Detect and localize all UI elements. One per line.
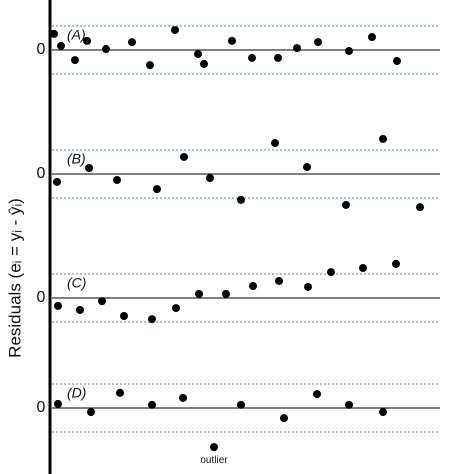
point [148, 315, 156, 324]
y-tick-label: 0 [37, 165, 46, 182]
panel-label: (A) [67, 27, 86, 43]
y-axis-label: Residuals (eᵢ = yᵢ - ŷᵢ) [5, 198, 24, 358]
point [113, 176, 121, 184]
point [210, 443, 218, 452]
point [146, 61, 154, 70]
point [54, 301, 62, 310]
y-tick-label: 0 [37, 41, 46, 58]
point [345, 400, 353, 409]
point [50, 29, 58, 38]
point [195, 289, 203, 298]
point [327, 268, 335, 277]
point [222, 289, 230, 298]
point [313, 390, 321, 399]
point [280, 414, 288, 423]
point [237, 400, 245, 409]
point [57, 41, 65, 50]
y-tick-label: 0 [37, 399, 46, 416]
point [120, 312, 128, 320]
point [379, 134, 387, 143]
point [172, 304, 180, 313]
point [275, 276, 283, 285]
point [102, 45, 110, 54]
y-tick-label: 0 [37, 289, 46, 306]
annotation: outlier [200, 455, 228, 466]
point [379, 408, 387, 417]
point [128, 38, 136, 47]
point [271, 139, 279, 148]
point [153, 185, 161, 194]
point [54, 399, 62, 408]
point [359, 264, 367, 272]
point [228, 36, 236, 45]
point [392, 259, 400, 268]
panel-label: (C) [67, 275, 86, 291]
point [393, 57, 401, 66]
point [98, 297, 106, 306]
point [171, 26, 179, 35]
point [304, 282, 312, 291]
point [314, 38, 322, 47]
point [179, 393, 187, 402]
point [116, 388, 124, 397]
point [345, 46, 353, 55]
point [194, 50, 202, 59]
point [85, 164, 93, 172]
point [303, 163, 311, 172]
point [237, 195, 245, 204]
point [76, 306, 84, 314]
point [248, 53, 256, 62]
point [206, 174, 214, 183]
point [71, 56, 79, 65]
point [416, 203, 424, 212]
point [53, 177, 61, 186]
point [342, 200, 350, 209]
point [274, 53, 282, 62]
point [83, 36, 91, 45]
point [368, 33, 376, 42]
point [293, 44, 301, 53]
point [148, 400, 156, 409]
point [180, 152, 188, 161]
point [87, 408, 95, 417]
panel-label: (D) [67, 385, 86, 401]
point [249, 282, 257, 290]
point [200, 59, 208, 68]
panel-label: (B) [67, 151, 86, 167]
